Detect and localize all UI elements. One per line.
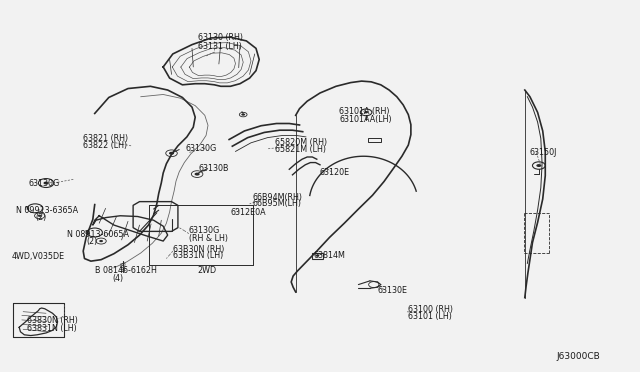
Text: J63000CB: J63000CB <box>557 352 600 361</box>
Text: N: N <box>84 230 89 235</box>
Bar <box>368 138 381 142</box>
Text: 63130E: 63130E <box>378 286 408 295</box>
Circle shape <box>364 111 368 113</box>
Text: (2): (2) <box>35 213 47 222</box>
Text: 63821 (RH): 63821 (RH) <box>83 134 129 143</box>
Text: 63120E: 63120E <box>320 169 350 177</box>
Circle shape <box>241 113 245 116</box>
Circle shape <box>38 215 42 217</box>
Text: 63822 (LH): 63822 (LH) <box>83 141 127 150</box>
Text: N 09913-6365A: N 09913-6365A <box>16 206 78 215</box>
Text: (RH & LH): (RH & LH) <box>189 234 228 243</box>
Circle shape <box>195 173 200 176</box>
Text: 63831N (LH): 63831N (LH) <box>27 324 77 333</box>
Text: 2WD: 2WD <box>197 266 216 275</box>
Text: (4): (4) <box>112 274 123 283</box>
Text: 63130B: 63130B <box>198 164 229 173</box>
Text: N: N <box>24 206 29 211</box>
Text: 66B95M(LH): 66B95M(LH) <box>253 199 302 208</box>
Text: 63B31N (LH): 63B31N (LH) <box>173 251 223 260</box>
Text: 63814M: 63814M <box>314 251 346 260</box>
Text: 63101 (LH): 63101 (LH) <box>408 312 452 321</box>
Circle shape <box>169 152 174 155</box>
Text: 63130G: 63130G <box>186 144 217 153</box>
Text: N 08913-6065A: N 08913-6065A <box>67 230 129 239</box>
Text: 63B30N (RH): 63B30N (RH) <box>173 245 224 254</box>
Text: 4WD,V035DE: 4WD,V035DE <box>12 252 65 261</box>
Circle shape <box>536 164 541 167</box>
Text: 63100 (RH): 63100 (RH) <box>408 305 453 314</box>
Text: 63130 (RH): 63130 (RH) <box>198 33 243 42</box>
Circle shape <box>44 182 49 185</box>
Text: 63101AA(LH): 63101AA(LH) <box>339 115 392 124</box>
Text: (2): (2) <box>86 237 98 246</box>
Text: 65820M (RH): 65820M (RH) <box>275 138 327 147</box>
Text: 63830N (RH): 63830N (RH) <box>27 316 77 325</box>
Text: 63130G: 63130G <box>29 179 60 187</box>
Text: 63130G: 63130G <box>189 226 220 235</box>
Text: 6312E0A: 6312E0A <box>230 208 266 217</box>
Text: 63150J: 63150J <box>530 148 557 157</box>
Text: 63131 (LH): 63131 (LH) <box>198 42 243 51</box>
Text: 65821M (LH): 65821M (LH) <box>275 145 326 154</box>
Text: B 08146-6162H: B 08146-6162H <box>95 266 157 275</box>
Text: 63101A (RH): 63101A (RH) <box>339 107 390 116</box>
Text: 66B94M(RH): 66B94M(RH) <box>253 193 303 202</box>
Circle shape <box>316 254 319 257</box>
Bar <box>312 253 323 259</box>
Circle shape <box>99 240 103 242</box>
